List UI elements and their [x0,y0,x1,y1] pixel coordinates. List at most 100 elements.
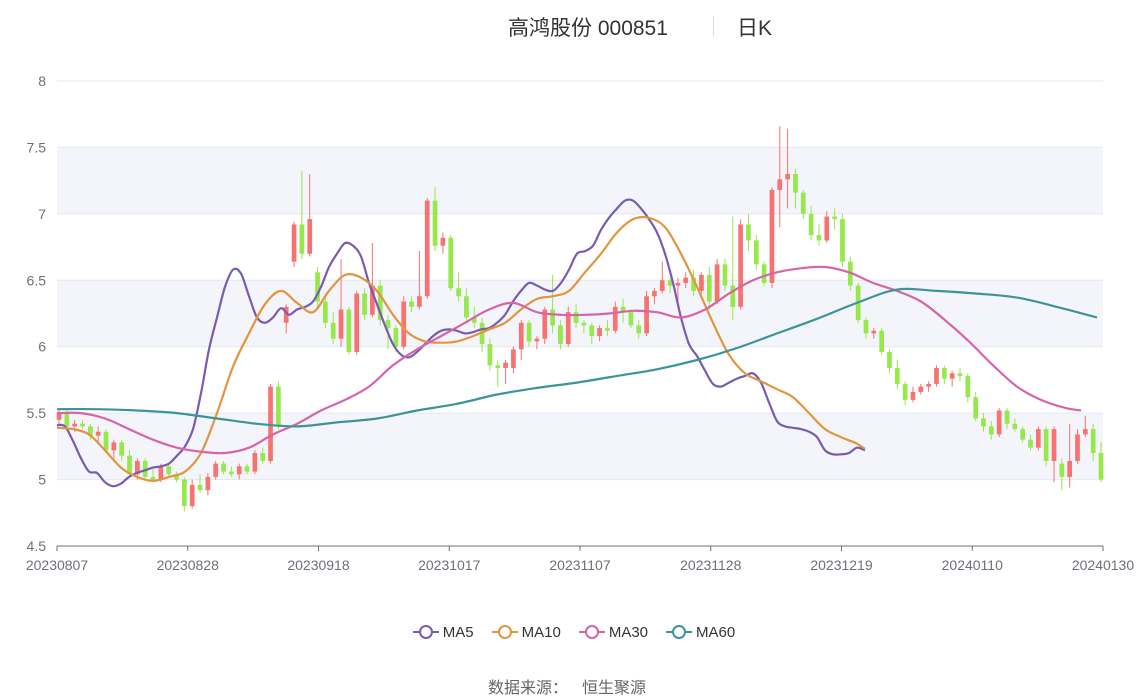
candle-body [268,386,273,461]
candle-body [558,325,563,345]
candle-body [542,309,548,339]
legend-label-ma10: MA10 [521,623,561,641]
candle-body [1098,453,1104,480]
candle-body [722,264,728,286]
candle [957,367,963,382]
candle-body [565,312,571,345]
candle-body [119,442,125,456]
candle [840,213,845,267]
candle [456,272,461,302]
candle-body [683,277,689,283]
candle-body [652,290,657,297]
candle-body [1082,429,1088,435]
candle-body [612,306,618,331]
grid-band [57,147,1103,214]
candle [550,274,555,334]
legend-item-ma60[interactable]: MA60 [666,620,735,644]
candle [432,187,438,252]
candle-body [377,285,383,321]
y-tick-label: 7 [38,206,46,222]
candle [926,381,931,392]
source-label: 数据来源： [487,680,568,697]
candle [1035,426,1041,451]
candle-body [174,474,179,480]
candle [409,296,414,313]
source-name: 恒生聚源 [582,680,647,697]
candle [440,232,446,254]
candle [824,211,830,244]
candle-body [910,391,916,400]
candle-body [158,466,164,480]
chart-title: 高鸿股份 000851 [508,17,668,40]
candle [863,317,869,339]
candle [307,174,313,257]
candle-body [808,213,814,236]
candle [894,360,900,390]
candle-body [150,476,156,480]
legend-item-ma30[interactable]: MA30 [578,620,648,644]
candle-body [346,309,352,353]
candle-body [95,431,101,436]
candle-body [409,301,414,307]
candle-body [64,413,70,427]
candle [558,320,563,350]
candle-body [72,423,78,427]
candle [1043,426,1049,467]
candle [785,128,790,209]
candle-body [182,479,187,507]
y-tick-label: 6 [38,339,46,355]
candle-body [832,216,837,220]
candle [636,320,642,339]
candle [182,476,187,512]
candle [644,290,649,337]
candle [1012,418,1018,432]
candle [299,171,305,260]
candle-body [761,264,767,283]
ma-line-ma5 [56,198,866,488]
candle [887,349,892,374]
candle-body [471,317,477,323]
candle-body [354,293,360,353]
candle-body [949,373,955,379]
candle [753,235,759,270]
legend-item-ma5[interactable]: MA5 [412,620,474,644]
legend-ma10-icon [491,625,518,639]
candle-body [424,200,430,297]
candle [346,306,352,355]
candle-body [973,397,978,419]
candle [1059,458,1065,491]
candle-body [887,352,892,368]
candle-body [777,179,783,190]
candle-body [526,322,532,342]
candle [511,346,516,374]
candle-body [456,288,461,297]
candle [581,320,587,334]
legend-item-ma10[interactable]: MA10 [491,620,561,644]
candle-body [291,224,297,262]
candle [417,251,422,310]
x-axis: 20230807 20230828 20230918 20231017 20231107… [26,545,1134,573]
candle [362,288,367,321]
candle-body [323,301,328,323]
candle-body [824,216,830,241]
ma-line-ma60 [56,287,1098,428]
candle-body [111,442,117,451]
candle-body [589,325,595,337]
candle-body [714,264,720,302]
candle [573,304,579,329]
candle-body [1067,460,1073,477]
candle [87,423,93,440]
candle [291,221,297,267]
candles [56,126,1104,512]
candle-body [1075,434,1080,461]
candle-body [1012,423,1018,430]
candle-body [213,463,219,477]
candle-body [205,476,211,491]
candle-body [385,320,391,329]
data-source: 数据来源： 恒生聚源 [0,674,1148,698]
candle [1090,423,1096,461]
candle-body [440,237,446,246]
candle [354,290,360,355]
candle [988,421,994,440]
candle [1020,426,1026,443]
